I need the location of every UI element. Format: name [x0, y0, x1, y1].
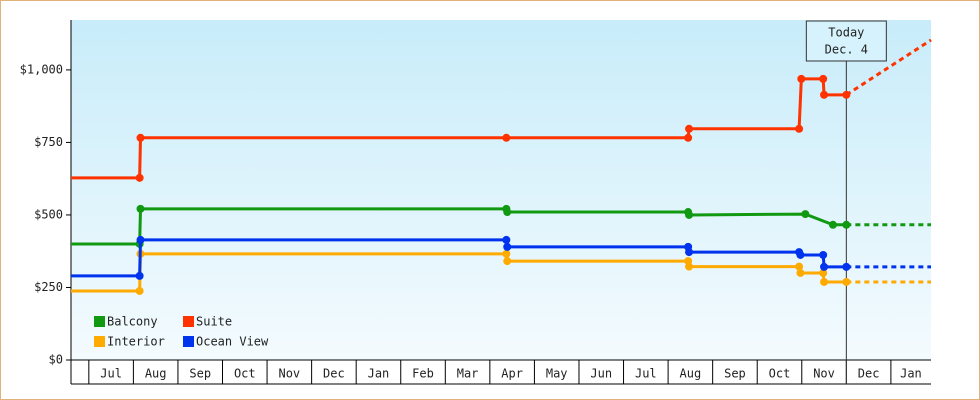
point [820, 262, 829, 271]
x-tick-label: Jun [590, 367, 612, 381]
legend-swatch [183, 336, 194, 347]
x-tick-label: Aug [680, 367, 702, 381]
x-tick-label: Jan [900, 367, 922, 381]
plot-area [71, 20, 931, 360]
point [842, 277, 851, 286]
point [684, 133, 693, 142]
y-tick-label: $0 [49, 353, 63, 367]
point [685, 124, 694, 133]
x-tick-label: Apr [501, 367, 523, 381]
point [842, 220, 851, 229]
point [842, 90, 851, 99]
y-tick-label: $750 [34, 135, 63, 149]
x-tick-label: Aug [145, 367, 167, 381]
y-tick-label: $500 [34, 207, 63, 221]
x-tick-label: Mar [457, 367, 479, 381]
point [502, 249, 511, 258]
x-tick-label: Jan [368, 367, 390, 381]
x-tick-label: Sep [724, 367, 746, 381]
point [801, 210, 810, 219]
point [797, 74, 806, 83]
point [135, 271, 144, 280]
today-label: Dec. 4 [825, 43, 868, 57]
legend-label: Balcony [107, 315, 158, 329]
point [136, 133, 145, 142]
x-tick-label: Oct [769, 367, 791, 381]
forecast-line [845, 38, 932, 97]
point [502, 235, 511, 244]
point [819, 74, 828, 83]
x-tick-label: Nov [813, 367, 835, 381]
point [820, 90, 829, 99]
x-tick-label: Dec [858, 367, 880, 381]
legend-swatch [94, 316, 105, 327]
series-line [71, 207, 847, 246]
point [796, 250, 805, 259]
point [795, 262, 804, 271]
point [135, 286, 144, 295]
legend-label: Interior [107, 335, 165, 349]
x-tick-label: Nov [278, 367, 300, 381]
point [828, 220, 837, 229]
legend-label: Suite [196, 315, 232, 329]
y-tick-label: $1,000 [20, 62, 63, 76]
point [842, 262, 851, 271]
today-label: Today [828, 26, 864, 40]
legend-label: Ocean View [196, 335, 269, 349]
point [136, 235, 145, 244]
point [819, 250, 828, 259]
point [136, 204, 145, 213]
y-tick-label: $250 [34, 280, 63, 294]
point [820, 277, 829, 286]
x-tick-label: Oct [234, 367, 256, 381]
point [685, 262, 694, 271]
x-tick-label: Jul [100, 367, 122, 381]
point [502, 133, 511, 142]
point [685, 248, 694, 257]
x-tick-label: Dec [323, 367, 345, 381]
today-box [805, 20, 887, 62]
point [796, 268, 805, 277]
point [503, 208, 512, 217]
x-tick-label: Sep [189, 367, 211, 381]
point [503, 242, 512, 251]
point [685, 210, 694, 219]
x-tick-label: Feb [412, 367, 434, 381]
x-tick-label: May [546, 367, 568, 381]
legend-swatch [94, 336, 105, 347]
point [819, 268, 828, 277]
point [503, 257, 512, 266]
legend-swatch [183, 316, 194, 327]
point [135, 173, 144, 182]
x-tick-label: Jul [635, 367, 657, 381]
point [795, 124, 804, 133]
